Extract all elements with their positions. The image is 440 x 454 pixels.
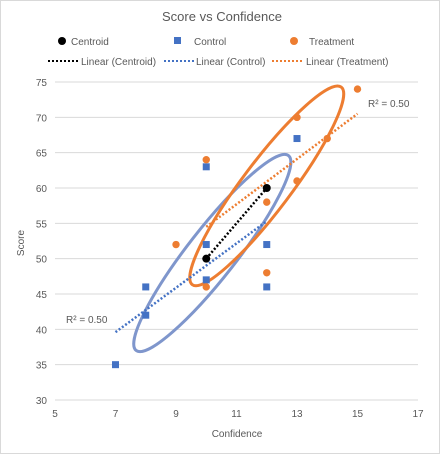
legend-treatment-label: Treatment [309,37,354,48]
y-tick-label: 60 [36,184,48,195]
control-point [263,283,271,291]
y-tick-label: 45 [36,290,48,301]
treatment-point [202,283,210,291]
control-point [142,311,150,319]
data-points [112,85,362,369]
confidence-ellipses [132,84,346,354]
treatment-point [172,240,180,249]
trendline-linear-treatment [205,112,359,228]
x-tick-label: 15 [352,409,364,420]
treatment-point [263,269,271,277]
trendline-linear-centroid [205,187,268,260]
legend-linear-treatment-label: Linear (Treatment) [306,57,388,68]
trendline-linear-control [114,220,268,334]
treatment-point [323,134,331,143]
y-tick-label: 55 [36,219,48,230]
y-tick-label: 30 [36,396,48,407]
y-axis-label: Score [16,230,27,257]
control-point [202,276,210,284]
r-squared-treatment: R² = 0.50 [368,99,410,110]
y-tick-label: 40 [36,325,48,336]
y-axis-ticks: 30 35 40 45 50 55 60 65 70 75 [36,78,48,407]
control-ellipse [132,152,293,354]
y-tick-label: 70 [36,113,48,124]
control-point [112,361,119,369]
x-axis-ticks: 5 7 9 11 13 15 17 [52,409,424,420]
legend-linear-control-label: Linear (Control) [196,57,265,68]
legend-control-marker [174,37,181,44]
legend-centroid-marker [58,37,66,45]
treatment-point [293,177,301,185]
legend-centroid-label: Centroid [71,37,109,48]
y-tick-label: 75 [36,78,48,89]
legend-treatment-marker [290,37,298,45]
legend: Centroid Control Treatment Linear (Centr… [48,37,388,68]
control-point [263,241,271,249]
control-point [293,135,301,143]
legend-control-label: Control [194,37,226,48]
control-point [202,163,210,171]
x-tick-label: 17 [412,409,424,420]
x-axis-label: Confidence [212,429,263,440]
treatment-point [202,156,210,164]
y-tick-label: 65 [36,149,48,160]
treatment-ellipse [188,84,346,288]
x-tick-label: 13 [291,409,303,420]
treatment-point [263,198,271,206]
gridlines [55,81,418,401]
r-squared-control: R² = 0.50 [66,315,108,326]
y-tick-label: 35 [36,361,48,372]
x-tick-label: 9 [173,409,179,420]
treatment-point [293,113,301,122]
control-point [142,283,150,291]
treatment-point [353,85,362,93]
x-tick-label: 5 [52,409,58,420]
y-tick-label: 50 [36,255,48,266]
centroid-point [202,254,211,263]
control-point [202,241,210,249]
x-tick-label: 11 [231,409,242,420]
legend-linear-centroid-label: Linear (Centroid) [81,57,156,68]
x-tick-label: 7 [113,409,119,420]
trendlines [114,112,359,334]
centroid-point [262,184,271,192]
chart-title: Score vs Confidence [162,9,282,24]
